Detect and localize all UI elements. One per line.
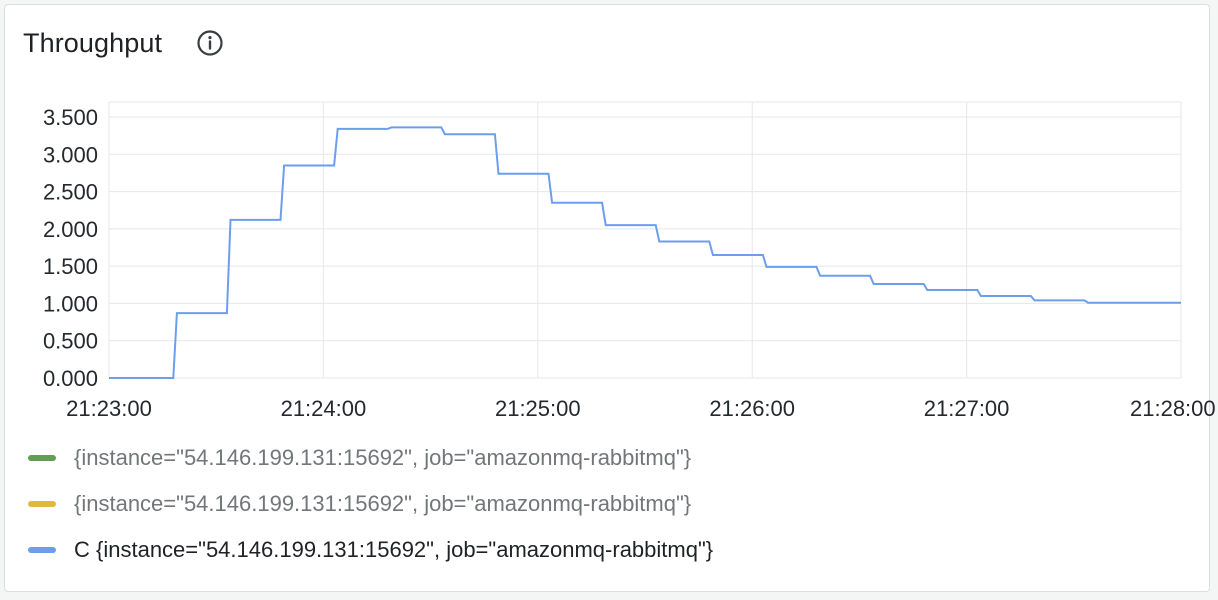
- x-axis: 21:23:00 21:24:00 21:25:00 21:26:00 21:27:00…: [66, 396, 1215, 421]
- y-tick-label: 2.500: [43, 180, 98, 205]
- legend-item-series-3[interactable]: C {instance="54.146.199.131:15692", job=…: [26, 527, 713, 573]
- chart-area: 0.000 0.500 1.000 1.500 2.000 2.500 3.000 3.500…: [43, 101, 1216, 421]
- y-tick-label: 1.500: [43, 254, 98, 279]
- legend-label: {instance="54.146.199.131:15692", job="a…: [74, 445, 692, 470]
- series-layer: [109, 126, 1181, 379]
- y-tick-label: 0.000: [43, 366, 98, 391]
- x-tick-label: 21:25:00: [495, 396, 581, 421]
- y-axis: 0.000 0.500 1.000 1.500 2.000 2.500 3.000 3.500: [43, 105, 98, 391]
- legend-label: C {instance="54.146.199.131:15692", job=…: [74, 537, 714, 562]
- x-tick-label: 21:28:00: [1130, 396, 1216, 421]
- y-tick-label: 2.000: [43, 217, 98, 242]
- legend-swatch: [28, 547, 56, 553]
- y-tick-label: 3.000: [43, 142, 98, 167]
- chart-grid: [108, 101, 1182, 379]
- legend-label: {instance="54.146.199.131:15692", job="a…: [74, 491, 692, 516]
- legend-swatch: [28, 455, 56, 461]
- x-tick-label: 21:23:00: [66, 396, 152, 421]
- legend-item-series-2[interactable]: {instance="54.146.199.131:15692", job="a…: [26, 481, 713, 527]
- legend-item-series-1[interactable]: {instance="54.146.199.131:15692", job="a…: [26, 435, 713, 481]
- panel-title: Throughput: [23, 27, 163, 58]
- x-tick-label: 21:26:00: [709, 396, 795, 421]
- legend: {instance="54.146.199.131:15692", job="a…: [26, 435, 713, 573]
- x-tick-label: 21:24:00: [281, 396, 367, 421]
- y-tick-label: 3.500: [43, 105, 98, 130]
- panel-header: Throughput: [23, 23, 224, 63]
- info-circle-icon[interactable]: [196, 29, 224, 57]
- y-tick-label: 1.000: [43, 291, 98, 316]
- y-tick-label: 0.500: [43, 329, 98, 354]
- series-line: [109, 126, 1181, 379]
- legend-swatch: [28, 501, 56, 507]
- x-tick-label: 21:27:00: [924, 396, 1010, 421]
